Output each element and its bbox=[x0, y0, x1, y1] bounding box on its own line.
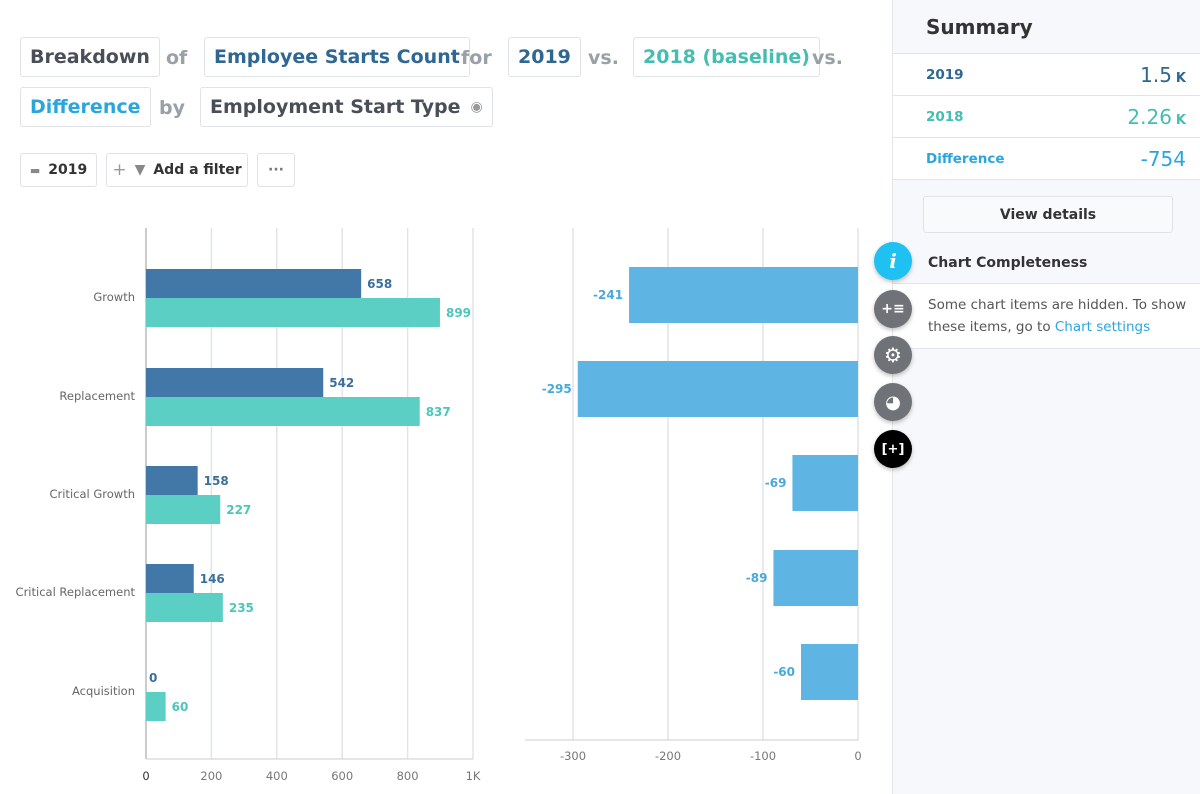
data-label: 899 bbox=[446, 306, 471, 320]
calendar-icon: ▬ bbox=[29, 163, 41, 177]
gear-icon[interactable]: ⚙ bbox=[874, 336, 912, 374]
bar-difference bbox=[801, 644, 858, 700]
for-label: for bbox=[461, 47, 492, 69]
metric-selector[interactable]: Employee Starts Count bbox=[204, 37, 470, 77]
data-label: -69 bbox=[765, 476, 787, 490]
completeness-text: Some chart items are hidden. To show the… bbox=[893, 284, 1200, 349]
summary-value-number: 2.26 bbox=[1127, 104, 1172, 129]
data-label: 60 bbox=[172, 700, 189, 714]
completeness-message: Some chart items are hidden. To show the… bbox=[928, 297, 1187, 335]
bar-difference bbox=[577, 361, 858, 417]
summary-row-2019: 2019 1.5 K bbox=[893, 54, 1200, 96]
add-list-icon[interactable]: +≡ bbox=[874, 290, 912, 328]
summary-value: -754 bbox=[1141, 147, 1186, 171]
data-label: -60 bbox=[773, 665, 795, 679]
bar-2018 bbox=[146, 593, 223, 622]
add-filter-button[interactable]: + ▼ Add a filter bbox=[106, 153, 248, 187]
bar-2019 bbox=[146, 564, 194, 593]
chart-area: 0 200 400 600 800 1KGrowth658899Replacement54… bbox=[16, 228, 862, 783]
data-label: -89 bbox=[746, 571, 768, 585]
date-label: 2019 bbox=[48, 162, 88, 178]
more-button[interactable]: ··· bbox=[257, 153, 295, 187]
x-tick-label: 0 bbox=[142, 769, 149, 783]
category-label: Replacement bbox=[59, 389, 135, 403]
summary-value-unit: K bbox=[1175, 70, 1186, 86]
data-label: 837 bbox=[426, 405, 451, 419]
bar-2018 bbox=[146, 495, 221, 524]
eye-icon[interactable]: ◉ bbox=[470, 99, 483, 115]
bar-2018 bbox=[146, 692, 166, 721]
category-label: Critical Replacement bbox=[16, 585, 136, 599]
data-label: 227 bbox=[226, 503, 251, 517]
summary-value-number: -754 bbox=[1140, 146, 1186, 171]
x-tick-label: 800 bbox=[397, 769, 419, 783]
vs-label: vs. bbox=[588, 47, 619, 69]
bar-2018 bbox=[146, 298, 440, 327]
x-tick-label: 600 bbox=[331, 769, 353, 783]
palette-icon[interactable]: ◕ bbox=[874, 383, 912, 421]
category-label: Critical Growth bbox=[49, 487, 135, 501]
bar-2019 bbox=[146, 269, 362, 298]
summary-value-unit: K bbox=[1175, 112, 1186, 128]
by-label: by bbox=[159, 97, 185, 119]
summary-label: Difference bbox=[926, 150, 1005, 167]
summary-label: 2018 bbox=[926, 108, 964, 125]
bar-difference bbox=[773, 550, 858, 606]
vs-label-2: vs. bbox=[812, 47, 843, 69]
category-label: Acquisition bbox=[72, 684, 135, 698]
fullscreen-icon[interactable]: [+] bbox=[874, 430, 912, 468]
breakdown-selector[interactable]: Breakdown bbox=[20, 37, 160, 77]
dimension-label: Employment Start Type bbox=[210, 96, 461, 118]
x-tick-label: 200 bbox=[200, 769, 222, 783]
summary-title: Summary bbox=[893, 0, 1200, 54]
bar-difference bbox=[629, 267, 858, 323]
summary-value: 2.26 K bbox=[1127, 105, 1186, 129]
difference-selector[interactable]: Difference bbox=[20, 87, 151, 127]
bar-difference bbox=[792, 455, 858, 511]
summary-row-difference: Difference -754 bbox=[893, 138, 1200, 180]
summary-value: 1.5 K bbox=[1140, 63, 1186, 87]
summary-panel: Summary 2019 1.5 K 2018 2.26 K Difference … bbox=[892, 0, 1200, 794]
bar-2019 bbox=[146, 466, 198, 495]
x-tick-label: -300 bbox=[560, 749, 586, 763]
add-filter-label: Add a filter bbox=[153, 162, 242, 178]
data-label: -241 bbox=[593, 288, 623, 302]
completeness-title: Chart Completeness bbox=[893, 242, 1200, 284]
data-label: 542 bbox=[329, 376, 354, 390]
bar-2019 bbox=[146, 368, 324, 397]
baseline-selector[interactable]: 2018 (baseline) bbox=[633, 37, 820, 77]
view-details-button[interactable]: View details bbox=[923, 196, 1173, 233]
data-label: 146 bbox=[200, 572, 225, 586]
of-label: of bbox=[166, 47, 188, 69]
category-label: Growth bbox=[93, 290, 135, 304]
data-label: -295 bbox=[542, 382, 572, 396]
data-label: 658 bbox=[367, 277, 392, 291]
chart-settings-link[interactable]: Chart settings bbox=[1054, 319, 1151, 335]
info-icon[interactable]: i bbox=[874, 242, 912, 280]
x-tick-label: 1K bbox=[466, 769, 481, 783]
dimension-selector[interactable]: Employment Start Type ◉ bbox=[200, 87, 493, 127]
data-label: 0 bbox=[149, 671, 157, 685]
summary-row-2018: 2018 2.26 K bbox=[893, 96, 1200, 138]
bar-2018 bbox=[146, 397, 420, 426]
year-selector[interactable]: 2019 bbox=[508, 37, 581, 77]
data-label: 158 bbox=[204, 474, 229, 488]
plus-icon: + bbox=[112, 160, 127, 180]
summary-value-number: 1.5 bbox=[1140, 62, 1172, 87]
summary-label: 2019 bbox=[926, 66, 964, 83]
x-tick-label: 0 bbox=[854, 749, 861, 763]
x-tick-label: -200 bbox=[655, 749, 681, 763]
x-tick-label: 400 bbox=[266, 769, 288, 783]
date-filter-button[interactable]: ▬ 2019 bbox=[20, 153, 97, 187]
data-label: 235 bbox=[229, 601, 254, 615]
filter-icon: ▼ bbox=[134, 162, 146, 178]
x-tick-label: -100 bbox=[750, 749, 776, 763]
